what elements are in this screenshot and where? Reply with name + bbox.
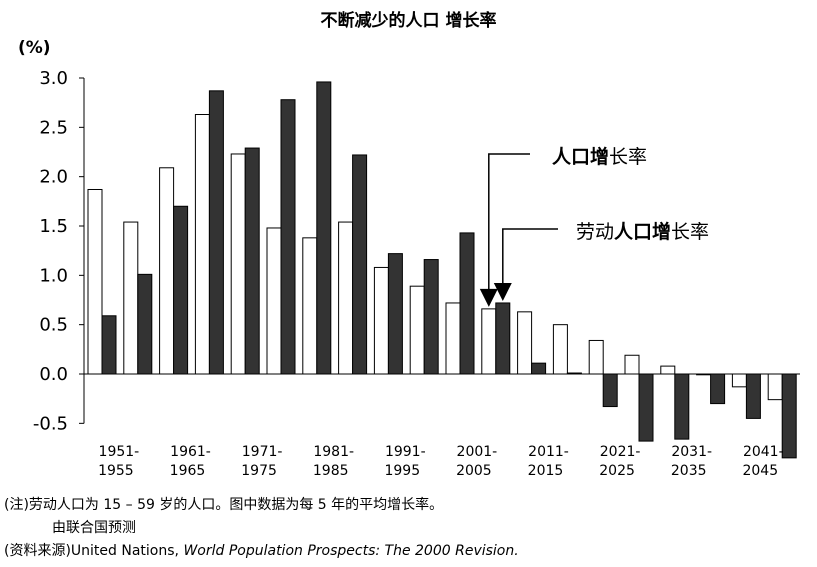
bar-population-growth: [517, 311, 533, 375]
bar-population-growth: [87, 188, 103, 375]
note-source-title: World Population Prospects: The 2000 Rev…: [183, 543, 519, 559]
bar-population-growth: [696, 373, 712, 376]
y-tick-label: -0.5: [33, 413, 68, 434]
bar-population-growth: [194, 114, 210, 375]
y-tick-label: 0.5: [39, 315, 68, 336]
bar-labor-growth: [352, 154, 368, 375]
arrow-population-line: [488, 153, 530, 291]
bar-population-growth: [230, 153, 246, 375]
x-tick-label-end: 2015: [528, 463, 564, 479]
bar-labor-growth: [710, 373, 726, 405]
bar-labor-growth: [387, 253, 403, 375]
bar-labor-growth: [531, 362, 547, 375]
y-tick-label: 1.0: [39, 265, 68, 286]
x-tick-label-end: 2045: [742, 463, 778, 479]
bar-labor-growth: [173, 205, 189, 375]
x-tick-label-start: 1981-: [313, 444, 354, 460]
legend-label-labor-growth-part: 劳动: [576, 221, 614, 243]
legend-label-population-growth-part: 长率: [609, 146, 647, 168]
bar-labor-growth: [674, 373, 690, 440]
x-tick-label-start: 2011-: [528, 444, 569, 460]
y-tick-label: 2.5: [39, 117, 68, 138]
x-tick-label-end: 1955: [98, 463, 134, 479]
x-tick-label-start: 2021-: [600, 444, 641, 460]
bar-population-growth: [123, 221, 139, 375]
bar-population-growth: [481, 308, 497, 375]
x-tick-label-start: 1961-: [170, 444, 211, 460]
note-source-prefix: (资料来源)United Nations,: [4, 543, 184, 559]
bar-labor-growth: [316, 81, 332, 375]
bar-population-growth: [660, 365, 676, 375]
bar-labor-growth: [459, 232, 475, 375]
x-tick-label-start: 1971-: [242, 444, 283, 460]
bar-population-growth: [302, 237, 318, 375]
bar-population-growth: [409, 285, 425, 375]
y-tick-label: 1.5: [39, 216, 68, 237]
bar-population-growth: [445, 302, 461, 375]
x-tick-label-end: 2005: [456, 463, 492, 479]
bar-population-growth: [552, 324, 568, 375]
legend-label-population-growth-part: 人口增: [552, 145, 609, 168]
x-tick-label-start: 2041-: [743, 444, 784, 460]
bar-labor-growth: [566, 372, 582, 375]
bar-population-growth: [266, 227, 282, 375]
legend-label-population-growth: 人口增长率: [552, 145, 647, 168]
arrow-labor-line: [502, 228, 558, 285]
y-axis-unit-label: (%): [18, 38, 51, 58]
legend-label-labor-growth: 劳动人口增长率: [576, 220, 709, 243]
x-tick-label-end: 2035: [671, 463, 707, 479]
bar-labor-growth: [495, 302, 511, 375]
bar-population-growth: [624, 354, 640, 375]
bar-labor-growth: [244, 147, 260, 375]
x-tick-label-start: 2031-: [671, 444, 712, 460]
x-tick-label-start: 2001-: [457, 444, 498, 460]
bar-labor-growth: [137, 273, 153, 375]
bar-labor-growth: [101, 315, 117, 375]
note-forecast-source: 由联合国预测: [52, 520, 136, 536]
x-tick-label-end: 2025: [599, 463, 635, 479]
bar-population-growth: [731, 373, 747, 388]
arrow-labor-head: [493, 282, 512, 301]
y-tick-label: 2.0: [39, 167, 68, 188]
chart-title: 不断减少的人口 增长率: [320, 11, 497, 31]
bar-labor-growth: [423, 259, 439, 375]
bar-population-growth: [373, 266, 389, 375]
bar-labor-growth: [280, 99, 296, 375]
bar-labor-growth: [781, 373, 797, 459]
x-tick-label-end: 1975: [241, 463, 277, 479]
y-tick-label: 3.0: [39, 68, 68, 89]
bar-labor-growth: [745, 373, 761, 419]
x-tick-label-end: 1965: [170, 463, 206, 479]
bar-labor-growth: [208, 90, 224, 375]
x-tick-label-end: 1985: [313, 463, 349, 479]
bar-population-growth: [159, 167, 175, 375]
arrow-population-head: [479, 288, 498, 307]
bar-population-growth: [767, 373, 783, 401]
legend-label-labor-growth-part: 长率: [671, 221, 709, 243]
note-data-source: (资料来源)United Nations, World Population P…: [4, 540, 519, 560]
bar-labor-growth: [602, 373, 618, 408]
x-tick-label-start: 1951-: [99, 444, 140, 460]
x-tick-label-end: 1995: [384, 463, 420, 479]
bar-population-growth: [338, 221, 354, 375]
legend-label-labor-growth-part: 人口增: [614, 220, 671, 243]
note-definition: (注)劳动人口为 15 – 59 岁的人口。图中数据为每 5 年的平均增长率。: [4, 497, 444, 513]
y-tick-label: 0.0: [39, 364, 68, 385]
x-tick-label-start: 1991-: [385, 444, 426, 460]
bar-labor-growth: [638, 373, 654, 442]
bar-population-growth: [588, 339, 604, 375]
